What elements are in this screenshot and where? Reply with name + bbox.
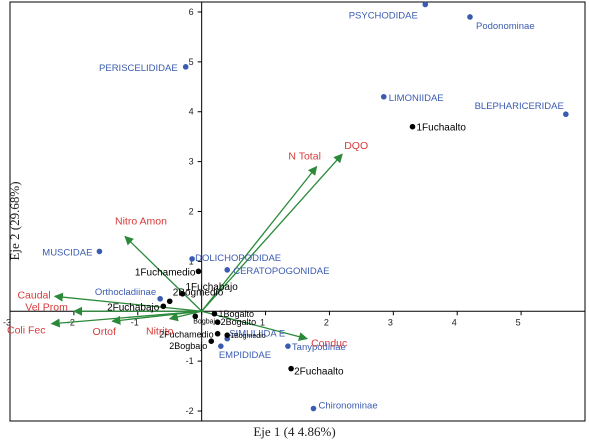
site-label: 1Fuchamedio bbox=[135, 267, 196, 278]
variable-arrows bbox=[50, 153, 343, 342]
site-point bbox=[224, 332, 231, 339]
site-label: 2Bogmedio bbox=[173, 287, 224, 298]
x-tick-label: 3 bbox=[388, 317, 393, 327]
x-tick-label: 1 bbox=[260, 317, 265, 327]
taxon-point bbox=[189, 256, 195, 262]
y-tick-label: -2 bbox=[186, 406, 194, 416]
variable-label: Ortof bbox=[93, 326, 116, 338]
variable-label: DQO bbox=[344, 140, 368, 152]
taxon-point bbox=[285, 343, 291, 349]
site-point bbox=[214, 319, 221, 326]
variable-arrow bbox=[124, 235, 203, 312]
site-label: 1Fuchabajo bbox=[186, 282, 239, 293]
plot-frame bbox=[9, 1, 586, 422]
taxon-point bbox=[218, 343, 224, 349]
site-label: 1Bogalto bbox=[218, 309, 254, 319]
site-point bbox=[409, 123, 416, 130]
variable-arrow bbox=[111, 310, 202, 325]
y-axis-label: Eje 2 (29.68%) bbox=[7, 181, 22, 261]
site-label: 2Fuchamedio bbox=[159, 330, 214, 340]
site-point bbox=[192, 313, 199, 320]
taxon-point bbox=[310, 405, 317, 412]
variable-label: Nitrito bbox=[146, 326, 174, 338]
taxon-point bbox=[182, 64, 189, 70]
variable-arrow bbox=[53, 292, 202, 312]
site-label: 2Bogalto bbox=[221, 317, 257, 327]
taxon-label: Chironominae bbox=[318, 401, 377, 412]
taxon-label: Podonominae bbox=[476, 21, 535, 32]
taxon-point bbox=[467, 14, 473, 20]
site-point bbox=[195, 268, 202, 275]
taxon-label: BLEPHARICERIDAE bbox=[475, 101, 564, 112]
site-point bbox=[179, 291, 186, 297]
taxon-point bbox=[422, 1, 429, 8]
taxon-label: PERISCELIDIDAE bbox=[99, 63, 178, 74]
taxon-label: EMPIDIDAE bbox=[219, 350, 271, 361]
site-label: Bogbajo bbox=[193, 318, 219, 325]
x-tick-label: 5 bbox=[516, 317, 521, 327]
variable-label: Coli Fec bbox=[7, 325, 46, 337]
variable-label: Caudal bbox=[17, 289, 50, 301]
variable-label: Nitro Amon bbox=[115, 215, 167, 227]
site-point bbox=[214, 330, 221, 337]
taxon-label: MUSCIDAE bbox=[42, 247, 92, 258]
site-point bbox=[208, 338, 215, 344]
variable-label: Vel Prom bbox=[25, 301, 68, 313]
variable-arrow bbox=[201, 153, 343, 312]
site-point bbox=[160, 303, 167, 310]
taxon-point bbox=[563, 111, 569, 118]
site-label: 2Bogbajo bbox=[169, 341, 207, 351]
y-tick-label: 3 bbox=[189, 157, 194, 167]
x-tick-label: -1 bbox=[131, 317, 139, 327]
taxon-label: Tanypodinae bbox=[292, 342, 346, 353]
y-tick-label: 2 bbox=[189, 207, 194, 217]
y-tick-label: 5 bbox=[189, 57, 194, 67]
y-tick-label: 4 bbox=[189, 107, 194, 117]
x-axis-label: Eje 1 (4 4.86%) bbox=[253, 424, 336, 439]
y-tick-label: 6 bbox=[189, 7, 194, 17]
site-point bbox=[211, 310, 218, 317]
site-label: 1Fuchaalto bbox=[417, 123, 467, 134]
x-tick-label: -3 bbox=[3, 317, 11, 327]
variable-arrow bbox=[201, 310, 308, 342]
variable-arrow bbox=[201, 165, 318, 312]
taxon-label: PSYCHODIDAE bbox=[349, 10, 418, 21]
points bbox=[96, 1, 569, 412]
variable-label: N Total bbox=[288, 151, 321, 163]
variable-label: Conduc bbox=[311, 338, 347, 350]
taxon-label: Orthocladiinae bbox=[95, 287, 156, 298]
labels: PSYCHODIDAE Podonominae PERISCELIDIDAE LIMO… bbox=[7, 10, 564, 411]
taxon-label: LIMONIIDAE bbox=[389, 93, 444, 104]
taxon-point bbox=[224, 267, 231, 273]
taxon-point bbox=[380, 93, 387, 100]
x-tick-label: 2 bbox=[324, 317, 329, 327]
taxon-point bbox=[157, 295, 163, 302]
site-point bbox=[288, 365, 294, 372]
site-point bbox=[166, 298, 173, 305]
x-tick-label: 4 bbox=[452, 317, 457, 327]
y-tick-label: -1 bbox=[186, 356, 194, 366]
taxon-label: CERATOPOGONIDAE bbox=[233, 266, 329, 277]
taxon-label: DOLICHOPODIDAE bbox=[195, 253, 281, 264]
taxon-point bbox=[96, 248, 103, 255]
site-label: 1Bogmedio bbox=[230, 333, 266, 340]
site-label: 2Fuchabajo bbox=[107, 302, 160, 313]
site-label: 2Fuchaalto bbox=[294, 367, 344, 378]
taxon-label: SIMULIIDA E bbox=[229, 329, 285, 340]
